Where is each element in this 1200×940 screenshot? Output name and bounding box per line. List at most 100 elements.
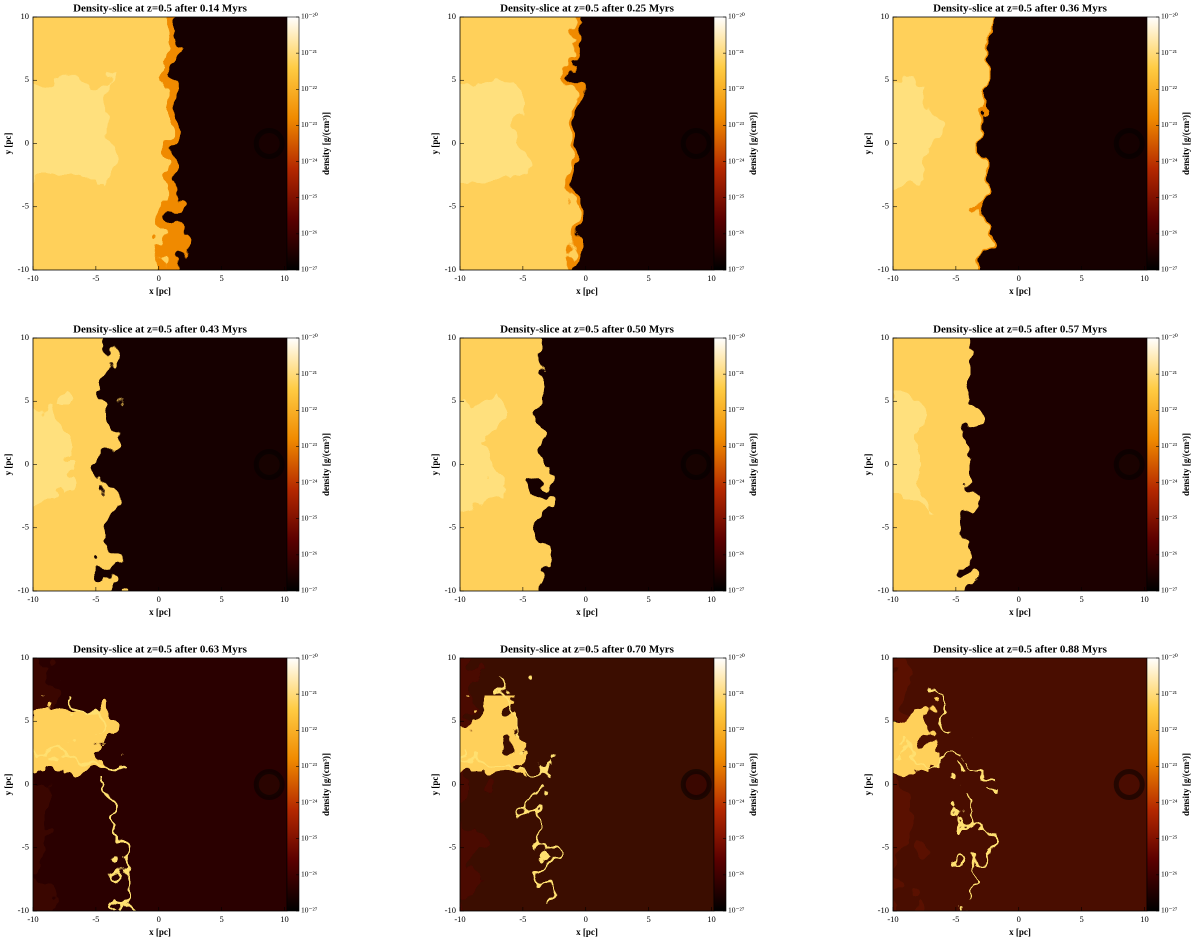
y-tick-label: 5 <box>885 74 889 84</box>
y-tick-label: 10 <box>21 652 30 662</box>
colorbar-label: density [g/(cm³)] <box>748 753 758 816</box>
colorbar-tick-label: 10⁻²¹ <box>301 369 317 378</box>
colorbar-tick-label: 10⁻²⁶ <box>1161 870 1178 879</box>
x-tick-label: -10 <box>27 273 38 283</box>
x-axis-label: x [pc] <box>1009 286 1031 296</box>
x-tick-label: -5 <box>519 914 526 924</box>
dense-core <box>893 80 935 182</box>
y-tick-label: 0 <box>452 458 456 468</box>
x-tick-label: 10 <box>280 594 289 604</box>
y-axis-label: y [pc] <box>863 133 873 155</box>
y-tick-label: -5 <box>449 842 456 852</box>
colorbar-tick-label: 10⁻²³ <box>301 761 318 770</box>
colorbar-tick-label: 10⁻²¹ <box>301 48 317 57</box>
colorbar-tick-label: 10⁻²⁰ <box>1161 333 1178 342</box>
x-tick-label: 0 <box>1017 273 1021 283</box>
colorbar-tick-label: 10⁻²⁷ <box>728 265 745 274</box>
y-tick-label: -5 <box>882 201 889 211</box>
colorbar-tick-label: 10⁻²⁰ <box>1161 653 1178 662</box>
density-image <box>33 17 287 270</box>
y-tick-label: -10 <box>18 585 29 595</box>
colorbar-tick-label: 10⁻²¹ <box>728 48 744 57</box>
x-tick-label: 10 <box>1140 273 1149 283</box>
colorbar-label: density [g/(cm³)] <box>748 112 758 175</box>
x-tick-label: -5 <box>92 273 99 283</box>
x-tick-label: -10 <box>454 273 465 283</box>
panel: Density-slice at z=0.5 after 0.70 Myrs x … <box>430 644 758 938</box>
colorbar-tick-label: 10⁻²² <box>728 84 745 93</box>
dense-filament <box>33 682 124 911</box>
panel: Density-slice at z=0.5 after 0.50 Myrs x … <box>430 324 758 618</box>
dense-core <box>460 80 520 182</box>
x-tick-label: 0 <box>584 594 588 604</box>
x-tick-label: 0 <box>157 594 161 604</box>
colorbar-tick-label: 10⁻²⁰ <box>728 653 745 662</box>
colorbar-tick-label: 10⁻²⁵ <box>301 833 318 842</box>
colorbar-tick-label: 10⁻²⁰ <box>728 333 745 342</box>
density-image <box>893 17 1147 270</box>
colorbar-tick-label: 10⁻²² <box>301 725 318 734</box>
x-tick-label: -5 <box>519 594 526 604</box>
x-tick-label: -5 <box>952 273 959 283</box>
colorbar-tick-label: 10⁻²² <box>728 725 745 734</box>
y-tick-label: 10 <box>881 332 890 342</box>
dense-core <box>893 401 924 503</box>
dense-region <box>893 708 929 772</box>
colorbar <box>286 337 300 592</box>
colorbar-tick-label: 10⁻²⁵ <box>728 513 745 522</box>
y-tick-label: 5 <box>25 74 29 84</box>
y-tick-label: 0 <box>885 137 889 147</box>
colorbar-tick-label: 10⁻²² <box>728 405 745 414</box>
x-tick-label: -10 <box>887 594 898 604</box>
x-tick-label: -10 <box>887 273 898 283</box>
density-image <box>460 658 714 911</box>
panel-title: Density-slice at z=0.5 after 0.14 Myrs <box>73 3 247 15</box>
y-tick-label: 0 <box>885 458 889 468</box>
colorbar-label: density [g/(cm³)] <box>1181 753 1191 816</box>
shell <box>680 449 712 480</box>
colorbar-tick-label: 10⁻²⁷ <box>301 906 318 915</box>
y-tick-label: 0 <box>25 137 29 147</box>
x-tick-label: 5 <box>219 914 223 924</box>
colorbar-tick-label: 10⁻²⁵ <box>728 192 745 201</box>
y-tick-label: 5 <box>25 715 29 725</box>
colorbar-tick-label: 10⁻²³ <box>728 441 745 450</box>
y-tick-label: 10 <box>21 11 30 21</box>
colorbar-tick-label: 10⁻²³ <box>301 120 318 129</box>
colorbar-tick-label: 10⁻²¹ <box>728 369 744 378</box>
y-axis-label: y [pc] <box>3 133 13 155</box>
colorbar-tick-label: 10⁻²⁵ <box>1161 833 1178 842</box>
y-tick-label: -5 <box>449 201 456 211</box>
colorbar-tick-label: 10⁻²⁷ <box>1161 265 1178 274</box>
panel: Density-slice at z=0.5 after 0.25 Myrs x … <box>430 3 758 297</box>
panel-title: Density-slice at z=0.5 after 0.43 Myrs <box>73 324 247 336</box>
x-axis-label: x [pc] <box>149 286 171 296</box>
colorbar-tick-label: 10⁻²⁷ <box>728 586 745 595</box>
y-tick-label: -10 <box>878 905 889 915</box>
dense-filament <box>460 682 551 911</box>
colorbar-tick-label: 10⁻²⁰ <box>301 333 318 342</box>
colorbar-tick-label: 10⁻²¹ <box>1161 369 1177 378</box>
panel: Density-slice at z=0.5 after 0.57 Myrs x … <box>863 324 1191 618</box>
colorbar-tick-label: 10⁻²³ <box>728 761 745 770</box>
y-tick-label: -5 <box>22 842 29 852</box>
x-tick-label: -10 <box>454 594 465 604</box>
y-tick-label: 10 <box>881 11 890 21</box>
colorbar <box>1146 657 1160 912</box>
shell <box>680 769 712 800</box>
colorbar-tick-label: 10⁻²⁶ <box>301 229 318 238</box>
colorbar-tick-label: 10⁻²⁴ <box>301 477 318 486</box>
colorbar-tick-label: 10⁻²³ <box>301 441 318 450</box>
colorbar-tick-label: 10⁻²² <box>1161 405 1178 414</box>
colorbar <box>713 657 727 912</box>
colorbar-tick-label: 10⁻²⁴ <box>1161 156 1178 165</box>
x-tick-label: 5 <box>646 273 650 283</box>
colorbar-tick-label: 10⁻²⁶ <box>301 550 318 559</box>
colorbar-label: density [g/(cm³)] <box>1181 433 1191 496</box>
y-axis-label: y [pc] <box>430 133 440 155</box>
x-tick-label: 0 <box>157 914 161 924</box>
x-tick-label: 5 <box>219 273 223 283</box>
x-axis-label: x [pc] <box>149 927 171 937</box>
density-image <box>33 338 287 591</box>
y-axis-label: y [pc] <box>863 454 873 476</box>
